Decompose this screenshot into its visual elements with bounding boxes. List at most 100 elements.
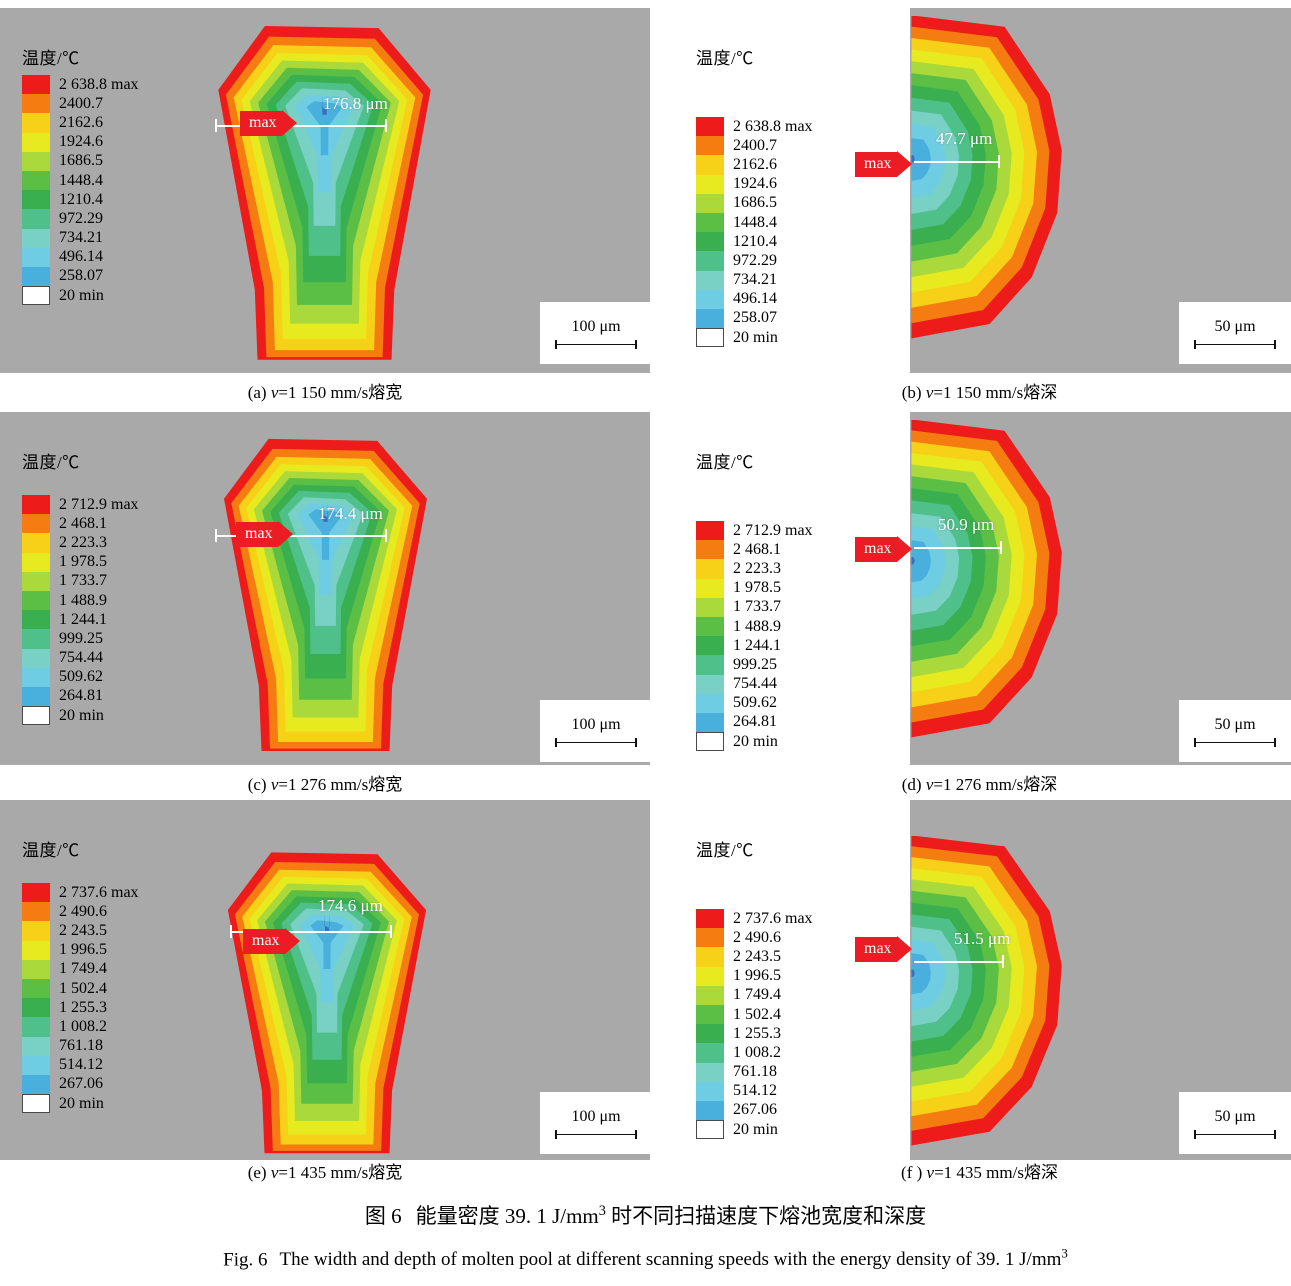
colorbar-entry: 1 255.3 xyxy=(22,998,139,1018)
colorbar-tick-label: 1 488.9 xyxy=(733,617,781,635)
colorbar-swatch xyxy=(22,170,50,191)
measure-cap-left xyxy=(215,529,217,542)
colorbar-swatch xyxy=(696,1062,724,1082)
colorbar-swatch xyxy=(22,533,50,553)
colorbar-tick-label: 2400.7 xyxy=(59,94,103,112)
colorbar-tick-label: 1 749.4 xyxy=(733,986,781,1004)
colorbar-tick-label: 264.81 xyxy=(59,687,103,705)
colorbar-swatch xyxy=(22,228,50,248)
scale-bar-label: 50 μm xyxy=(1214,715,1256,733)
colorbar-entry: 1 502.4 xyxy=(22,978,139,999)
colorbar-tick-label: 1 502.4 xyxy=(59,979,107,997)
colorbar-entry: 1 749.4 xyxy=(22,959,139,979)
colorbar-swatch xyxy=(696,1024,724,1044)
colorbar-entry: 2 638.8 max xyxy=(696,117,813,137)
max-marker-f: max xyxy=(855,936,912,962)
figure-caption-en-label: Fig. 6 xyxy=(223,1249,268,1271)
colorbar-tick-label: 754.44 xyxy=(59,649,103,667)
colorbar-swatch xyxy=(22,94,50,114)
colorbar-swatches: 2 737.6 max 2 490.6 2 243.5 1 996.5 1 749.4 1… xyxy=(696,909,813,1140)
max-marker-arrow xyxy=(896,936,912,962)
subcaption-var: v xyxy=(270,775,279,794)
contour-band xyxy=(308,509,343,560)
colorbar-swatch xyxy=(22,629,50,649)
colorbar-tick-label: 20 min xyxy=(733,732,778,750)
colorbar-entry: 2 468.1 xyxy=(696,540,813,560)
colorbar-tick-label: 2 223.3 xyxy=(59,533,107,551)
colorbar-swatch xyxy=(22,706,50,726)
colorbar-swatch xyxy=(696,540,724,560)
colorbar-entry: 1924.6 xyxy=(696,174,813,194)
colorbar-entry: 2 223.3 xyxy=(696,559,813,579)
contour-plot-c xyxy=(224,438,427,751)
colorbar-swatch xyxy=(696,1100,724,1121)
measurement-e: 174.6 μm xyxy=(228,896,428,950)
colorbar-tick-label: 1 488.9 xyxy=(59,591,107,609)
colorbar-entry: 972.29 xyxy=(22,209,139,229)
colorbar-swatch xyxy=(22,610,50,630)
colorbar-swatch xyxy=(696,1043,724,1063)
subcaption-prefix: (d) xyxy=(901,775,926,794)
contour-plot-d xyxy=(911,420,1062,738)
subcaption-var: v xyxy=(925,383,934,402)
max-marker-arrow xyxy=(284,928,300,954)
contour-band xyxy=(911,953,931,995)
colorbar-entry: 496.14 xyxy=(696,289,813,309)
colorbar-tick-label: 20 min xyxy=(59,286,104,304)
subcaption-rest: =1 276 mm/s熔深 xyxy=(933,775,1058,794)
colorbar-tick-label: 509.62 xyxy=(733,694,777,712)
subcaption-rest: =1 276 mm/s熔宽 xyxy=(278,775,403,794)
colorbar-tick-label: 2 490.6 xyxy=(733,928,781,946)
colorbar-swatch xyxy=(696,1004,724,1025)
colorbar-tick-label: 972.29 xyxy=(733,251,777,269)
colorbar-tick-label: 264.81 xyxy=(733,713,777,731)
colorbar-swatch xyxy=(22,667,50,687)
colorbar-title: 温度/℃ xyxy=(22,453,80,472)
colorbar-tick-label: 2162.6 xyxy=(59,113,103,131)
subcaption-d: (d) v=1 276 mm/s熔深 xyxy=(668,770,1291,795)
scale-bar-label: 100 μm xyxy=(571,715,621,733)
colorbar-swatch xyxy=(22,266,50,287)
colorbar-swatch xyxy=(696,289,724,309)
colorbar-swatch xyxy=(22,514,50,534)
colorbar-swatch xyxy=(696,578,724,598)
contour-band xyxy=(911,540,931,583)
colorbar-entry: 1 488.9 xyxy=(22,590,139,611)
colorbar-entry: 1448.4 xyxy=(22,170,139,191)
colorbar-swatch xyxy=(696,636,724,656)
contour-band xyxy=(306,101,343,156)
measure-line xyxy=(914,547,1002,549)
colorbar-swatch xyxy=(22,209,50,229)
colorbar-swatch xyxy=(22,590,50,611)
scale-bar-b: 50 μm xyxy=(1179,302,1291,364)
max-marker-arrow xyxy=(277,521,293,547)
colorbar-entry: 1686.5 xyxy=(22,151,139,171)
scale-bar-label: 100 μm xyxy=(571,317,621,335)
colorbar-tick-label: 1448.4 xyxy=(59,171,103,189)
colorbar-entry: 20 min xyxy=(22,706,139,726)
colorbar-tick-label: 509.62 xyxy=(59,668,103,686)
colorbar-tick-label: 999.25 xyxy=(59,629,103,647)
subcaption-var: v xyxy=(926,1163,935,1182)
colorbar-entry: 2 243.5 xyxy=(22,921,139,941)
measure-cap-right xyxy=(385,119,387,132)
colorbar-swatch xyxy=(696,232,724,252)
colorbar-entry: 1686.5 xyxy=(696,193,813,213)
colorbar-entry: 1 733.7 xyxy=(696,597,813,617)
max-marker-arrow xyxy=(281,110,297,136)
colorbar-tick-label: 2162.6 xyxy=(733,155,777,173)
colorbar-tick-label: 1210.4 xyxy=(59,190,103,208)
subcaption-b: (b) v=1 150 mm/s熔深 xyxy=(668,378,1291,403)
subcaption-var: v xyxy=(270,1163,279,1182)
max-marker-label: max xyxy=(240,110,282,136)
subcaption-prefix: (f ) xyxy=(901,1163,927,1182)
scale-bar-d: 50 μm xyxy=(1179,700,1291,762)
max-marker-c: max xyxy=(236,521,293,547)
colorbar-entry: 734.21 xyxy=(22,228,139,248)
measure-cap-right xyxy=(1000,541,1002,554)
colorbar-swatch xyxy=(22,132,50,152)
contour-band xyxy=(322,502,329,522)
colorbar-tick-label: 20 min xyxy=(59,706,104,724)
colorbar-entry: 1 502.4 xyxy=(696,1004,813,1025)
colorbar-swatch xyxy=(696,328,724,348)
